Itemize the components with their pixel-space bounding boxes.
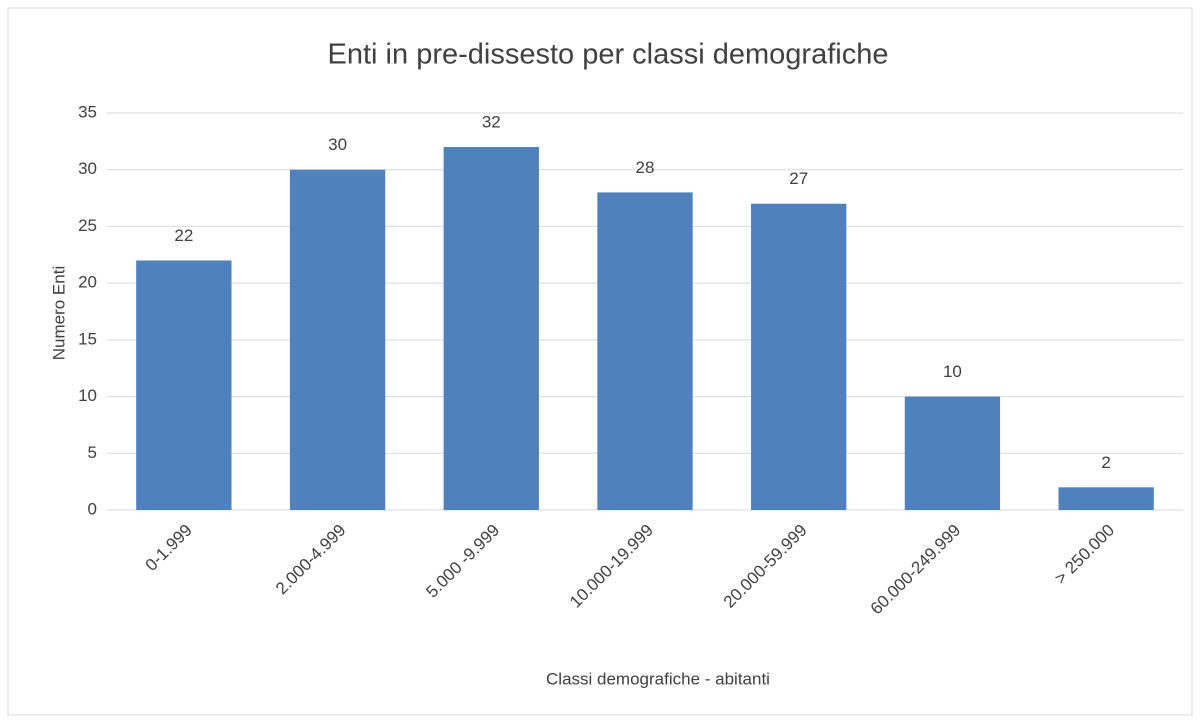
bar [443,147,539,510]
bar [1058,487,1154,510]
y-axis-label: Numero Enti [49,266,68,360]
bar [289,169,386,510]
bar [751,203,847,510]
bar [597,192,693,510]
data-label: 10 [943,362,962,381]
data-label: 28 [636,158,655,177]
y-tick-label: 0 [88,499,97,518]
y-tick-label: 30 [78,159,97,178]
data-label: 30 [328,135,347,154]
y-tick-label: 25 [78,216,97,235]
chart-title: Enti in pre-dissesto per classi demograf… [328,39,889,71]
y-tick-label: 10 [78,386,97,405]
data-label: 2 [1101,453,1110,472]
data-label: 27 [789,169,808,188]
data-label: 22 [174,226,193,245]
bar [136,260,232,510]
x-axis-label: Classi demografiche - abitanti [546,669,770,688]
data-label: 32 [482,113,501,132]
y-tick-label: 15 [78,329,97,348]
y-tick-label: 5 [88,443,97,462]
bar [904,396,1001,510]
y-tick-label: 35 [78,102,97,121]
y-tick-label: 20 [78,273,97,292]
